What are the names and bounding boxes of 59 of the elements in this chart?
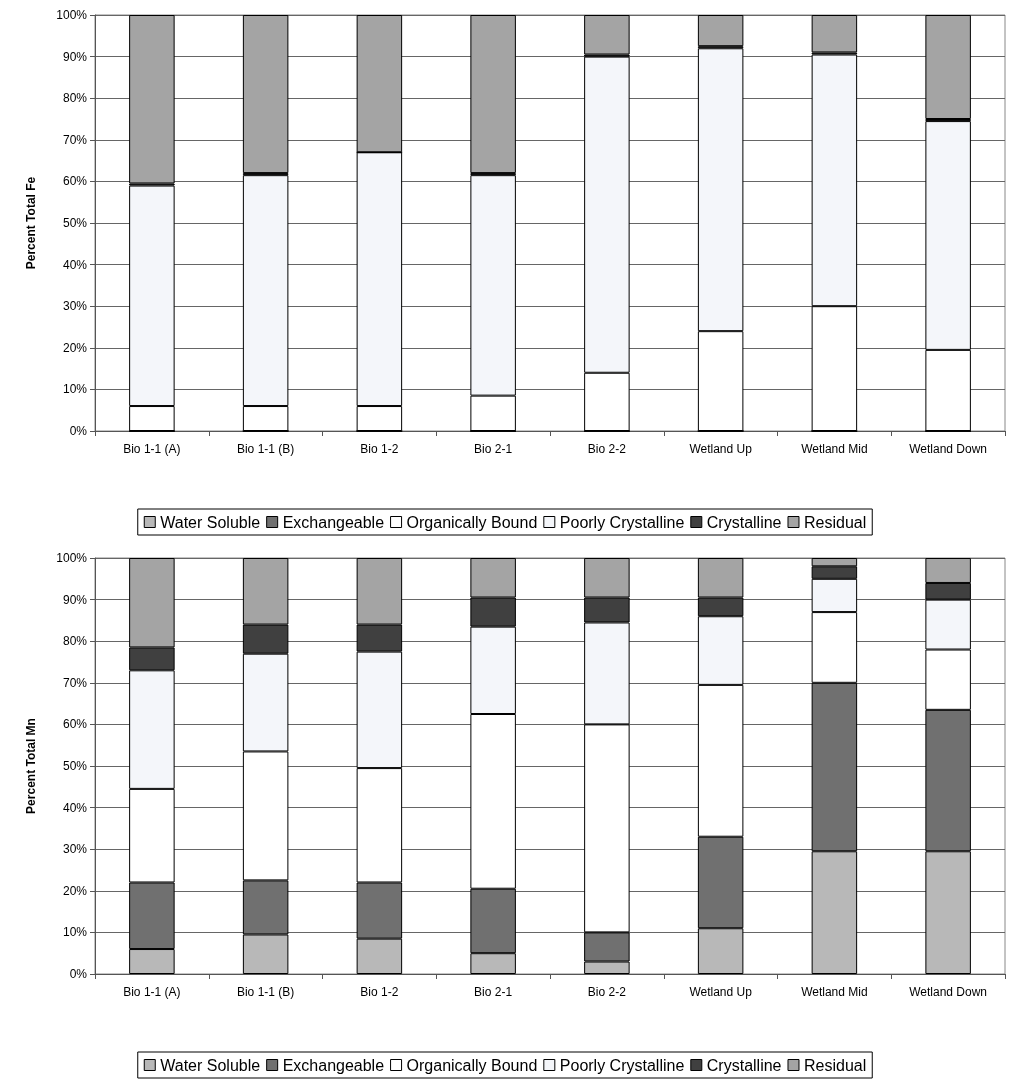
- y-tick-label: 40%: [62, 800, 88, 815]
- x-tick-label: Bio 2-2: [587, 442, 627, 456]
- legend-label: Organically Bound: [406, 1056, 538, 1074]
- legend-label: Water Soluble: [160, 513, 261, 531]
- y-tick-label: 60%: [62, 717, 88, 732]
- legend-label: Poorly Crystalline: [559, 513, 685, 531]
- x-tick-label: Bio 2-1: [474, 985, 513, 999]
- y-tick-label: 90%: [62, 49, 88, 64]
- legend-label: Crystalline: [706, 513, 782, 531]
- legend-label: Water Soluble: [160, 1056, 261, 1074]
- bar: [470, 15, 516, 174]
- y-tick-label: 0%: [69, 967, 88, 981]
- x-tick-label: Wetland Up: [689, 442, 753, 456]
- y-tick-label: 10%: [62, 925, 88, 940]
- x-tick-label: Bio 1-2: [360, 985, 399, 999]
- x-tick-label: Bio 1-1 (A): [123, 985, 181, 999]
- x-tick-label: Wetland Mid: [801, 985, 868, 999]
- x-tick-label: Wetland Mid: [801, 442, 868, 456]
- bar: [697, 15, 744, 47]
- legend-label: Organically Bound: [406, 513, 538, 531]
- y-axis-title: Percent Total Fe: [24, 176, 38, 270]
- y-tick-label: 30%: [62, 842, 88, 857]
- x-tick-label: Wetland Up: [689, 985, 753, 999]
- bar: [925, 15, 971, 119]
- y-tick-label: 100%: [56, 8, 88, 22]
- y-tick-label: 70%: [62, 132, 88, 147]
- y-tick-label: 30%: [62, 299, 88, 314]
- legend-label: Exchangeable: [282, 513, 385, 531]
- y-tick-label: 80%: [62, 91, 88, 106]
- y-tick-label: 90%: [62, 592, 88, 607]
- legend-label: Residual: [803, 513, 867, 531]
- y-tick-label: 50%: [62, 759, 88, 773]
- y-tick-label: 80%: [62, 634, 88, 649]
- y-tick-label: 50%: [62, 216, 88, 230]
- y-tick-label: 0%: [69, 424, 88, 438]
- x-tick-label: Bio 1-1 (B): [236, 985, 295, 999]
- legend-label: Exchangeable: [282, 1056, 385, 1074]
- x-tick-label: Bio 1-2: [360, 442, 399, 456]
- x-tick-label: Bio 1-1 (B): [236, 442, 295, 456]
- x-tick-label: Wetland Down: [909, 985, 988, 999]
- y-tick-label: 40%: [62, 257, 88, 272]
- legend-label: Crystalline: [706, 1056, 782, 1074]
- x-tick-label: Bio 1-1 (A): [123, 442, 181, 456]
- y-axis-title: Percent Total Mn: [24, 718, 38, 814]
- bar: [584, 15, 630, 55]
- y-tick-label: 20%: [62, 340, 88, 355]
- x-tick-label: Bio 2-2: [587, 985, 627, 999]
- bar: [242, 15, 289, 174]
- bar: [811, 15, 858, 53]
- y-tick-label: 20%: [62, 883, 88, 898]
- x-tick-label: Bio 2-1: [474, 442, 513, 456]
- y-tick-label: 100%: [56, 551, 88, 565]
- y-tick-label: 10%: [62, 382, 88, 397]
- y-tick-label: 60%: [62, 174, 88, 189]
- legend-label: Residual: [803, 1056, 867, 1074]
- x-tick-label: Wetland Down: [909, 442, 988, 456]
- bar: [129, 15, 175, 184]
- legend-label: Poorly Crystalline: [559, 1056, 685, 1074]
- y-tick-label: 70%: [62, 675, 88, 690]
